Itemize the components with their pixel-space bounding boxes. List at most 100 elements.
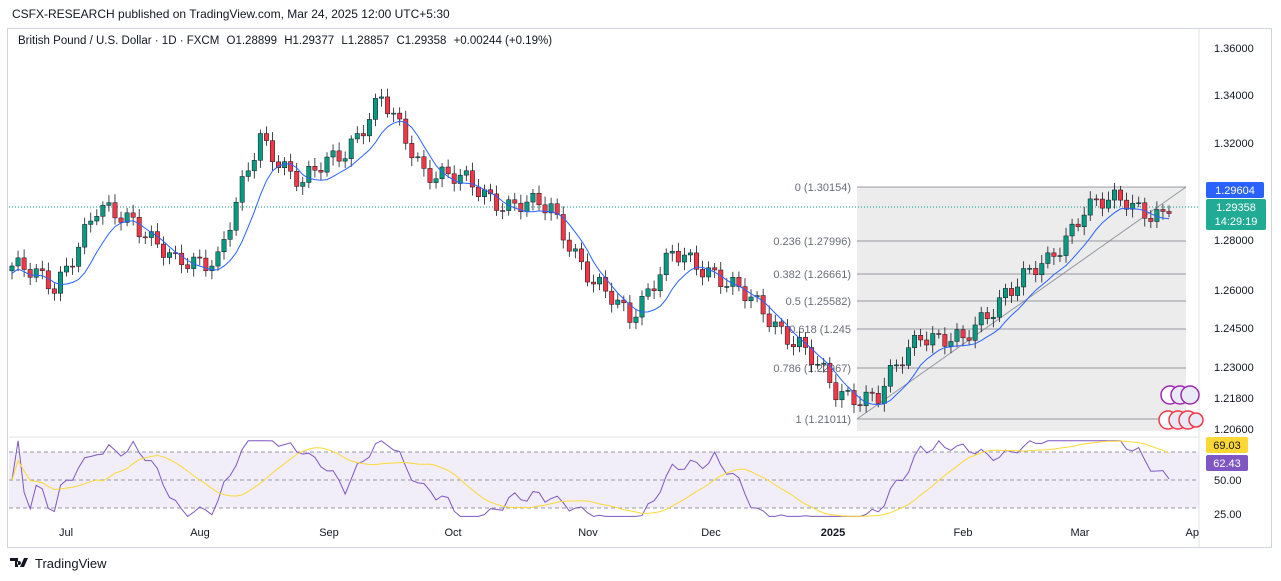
bullish-candle (530, 192, 536, 203)
bearish-candle (694, 252, 699, 270)
bullish-candle (893, 364, 899, 367)
bullish-candle (257, 133, 263, 161)
bearish-candle (554, 203, 560, 215)
bearish-candle (385, 96, 391, 115)
bullish-candle (433, 178, 439, 183)
svg-text:1.29604: 1.29604 (1215, 185, 1255, 197)
bullish-candle (688, 252, 693, 256)
bullish-candle (33, 268, 39, 278)
level-price-tag: 1.29604 (1206, 182, 1264, 198)
bearish-candle (1051, 252, 1057, 257)
bullish-candle (1021, 268, 1027, 288)
bullish-candle (615, 299, 621, 305)
tradingview-logo[interactable]: TradingView (10, 556, 107, 571)
price-axis-tick: 1.32000 (1214, 138, 1254, 150)
fib-level-label: 1 (1.21011) (796, 414, 851, 426)
bearish-candle (1124, 199, 1130, 210)
bearish-candle (270, 140, 275, 163)
bullish-candle (572, 248, 578, 252)
bullish-candle (663, 252, 669, 276)
bullish-candle (948, 341, 954, 347)
time-axis-tick: Mar (1071, 527, 1090, 539)
price-axis-tick: 1.36000 (1214, 43, 1254, 55)
bullish-candle (1081, 214, 1087, 227)
low-value: L1.28857 (341, 35, 390, 47)
bullish-candle (148, 231, 154, 238)
bearish-candle (263, 133, 269, 141)
bullish-candle (221, 239, 227, 253)
bearish-candle (591, 281, 596, 285)
bearish-candle (760, 295, 766, 315)
bullish-candle (457, 174, 463, 184)
bullish-candle (657, 274, 663, 291)
bearish-candle (427, 168, 433, 183)
bearish-candle (869, 391, 875, 394)
rsi-tick-50: 50.00 (1214, 475, 1242, 487)
bullish-candle (463, 170, 469, 176)
bullish-candle (415, 156, 421, 159)
fib-trend-line (856, 186, 1187, 420)
bullish-candle (887, 365, 893, 387)
bearish-candle (984, 312, 990, 320)
bullish-candle (1015, 286, 1021, 296)
bullish-candle (748, 296, 754, 301)
price-axis-tick: 1.28000 (1214, 235, 1254, 247)
svg-text:62.43: 62.43 (1213, 458, 1241, 470)
chart-frame (7, 28, 1272, 548)
fib-level-label: 0.382 (1.26661) (773, 269, 851, 281)
bullish-candle (82, 224, 88, 248)
bearish-candle (712, 267, 718, 271)
bearish-candle (609, 290, 615, 305)
bearish-candle (585, 261, 590, 283)
bullish-candle (391, 112, 397, 115)
bearish-candle (603, 277, 609, 292)
time-axis-tick: Feb (954, 527, 973, 539)
price-axis-tick: 1.21800 (1214, 393, 1254, 405)
bearish-candle (966, 337, 972, 341)
bullish-candle (821, 362, 827, 365)
bearish-candle (39, 268, 45, 272)
bearish-candle (790, 344, 796, 348)
svg-text:14:29:19: 14:29:19 (1215, 216, 1258, 228)
bullish-candle (597, 277, 603, 285)
bearish-candle (1009, 288, 1014, 296)
bullish-candle (730, 277, 736, 287)
bullish-candle (1130, 202, 1136, 210)
time-axis-tick: 2025 (821, 527, 845, 539)
symbol-name[interactable]: British Pound / U.S. Dollar · 1D · FXCM (18, 35, 220, 47)
svg-text:1.29358: 1.29358 (1216, 202, 1256, 214)
bullish-candle (839, 391, 845, 401)
bullish-candle (324, 156, 330, 173)
tradingview-logo-text: TradingView (35, 556, 107, 571)
bearish-candle (651, 288, 657, 291)
bullish-candle (972, 324, 978, 341)
bullish-candle (772, 321, 778, 328)
flag-icon-group-2[interactable] (1158, 410, 1204, 430)
bearish-candle (360, 133, 366, 137)
bearish-candle (675, 250, 681, 263)
flag-icon-group-1[interactable] (1160, 385, 1200, 405)
us-flag-icon (1180, 385, 1200, 405)
bearish-candle (27, 269, 33, 278)
time-axis-tick: Sep (319, 527, 339, 539)
bearish-candle (942, 334, 948, 347)
bearish-candle (500, 210, 506, 212)
publisher-line: CSFX-RESEARCH published on TradingView.c… (12, 7, 450, 21)
rsi-line (11, 439, 1170, 518)
close-value: C1.29358 (396, 35, 447, 47)
bearish-candle (900, 364, 905, 367)
bullish-candle (548, 203, 554, 214)
bearish-candle (833, 382, 839, 401)
bullish-candle (996, 297, 1002, 318)
bearish-candle (336, 150, 342, 162)
price-axis-tick: 1.24500 (1214, 323, 1254, 335)
bearish-candle (136, 217, 142, 238)
bullish-candle (724, 286, 730, 288)
bearish-candle (700, 269, 706, 278)
symbol-legend: British Pound / U.S. Dollar · 1D · FXCM … (18, 35, 556, 47)
fib-level-label: 0.618 (1.245 (789, 324, 851, 336)
bearish-candle (536, 192, 542, 206)
bullish-candle (64, 265, 69, 273)
bearish-candle (318, 170, 324, 173)
